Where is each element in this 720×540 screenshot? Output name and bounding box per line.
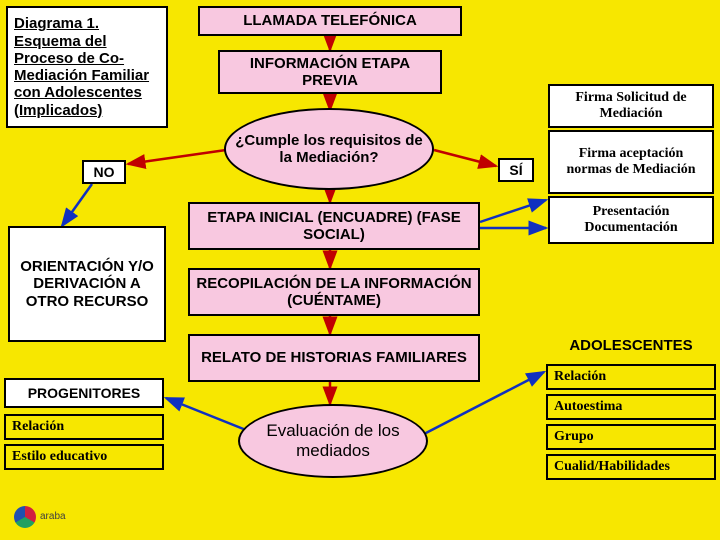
node-n1: LLAMADA TELEFÓNICA: [198, 6, 462, 36]
node-adol: ADOLESCENTES: [546, 332, 716, 360]
node-prog: PROGENITORES: [4, 378, 164, 408]
node-si-label: SÍ: [509, 162, 522, 178]
node-n5: RELATO DE HISTORIAS FAMILIARES: [188, 334, 480, 382]
node-eval: Evaluación de los mediados: [238, 404, 428, 478]
node-docs: Presentación Documentación: [548, 196, 714, 244]
node-adol_cual: Cualid/Habilidades: [546, 454, 716, 480]
node-n2: INFORMACIÓN ETAPA PREVIA: [218, 50, 442, 94]
logo-mark: araba: [14, 506, 66, 528]
arrow-2: [128, 150, 226, 164]
arrow-4: [62, 184, 92, 226]
node-prog_est: Estilo educativo: [4, 444, 164, 470]
node-n4: RECOPILACIÓN DE LA INFORMACIÓN (CUÉNTAME…: [188, 268, 480, 316]
node-adol_grupo-label: Grupo: [554, 429, 594, 445]
arrow-3: [434, 150, 496, 166]
node-n2-label: INFORMACIÓN ETAPA PREVIA: [226, 55, 434, 90]
node-prog_est-label: Estilo educativo: [12, 449, 107, 465]
node-firma2-label: Firma aceptación normas de Mediación: [556, 146, 706, 178]
node-decision: ¿Cumple los requisitos de la Mediación?: [224, 108, 434, 190]
node-decision-label: ¿Cumple los requisitos de la Mediación?: [232, 132, 426, 167]
node-n3: ETAPA INICIAL (ENCUADRE) (FASE SOCIAL): [188, 202, 480, 250]
node-n4-label: RECOPILACIÓN DE LA INFORMACIÓN (CUÉNTAME…: [196, 275, 472, 310]
node-orient-label: ORIENTACIÓN Y/O DERIVACIÓN A OTRO RECURS…: [16, 258, 158, 310]
node-adol_grupo: Grupo: [546, 424, 716, 450]
node-prog_rel: Relación: [4, 414, 164, 440]
node-eval-label: Evaluación de los mediados: [246, 421, 420, 460]
node-no: NO: [82, 160, 126, 184]
node-prog-label: PROGENITORES: [28, 385, 141, 401]
node-title: Diagrama 1. Esquema del Proceso de Co-Me…: [6, 6, 168, 128]
node-firma1-label: Firma Solicitud de Mediación: [556, 90, 706, 122]
node-adol_cual-label: Cualid/Habilidades: [554, 459, 670, 475]
node-adol_auto-label: Autoestima: [554, 399, 622, 415]
node-title-label: Diagrama 1. Esquema del Proceso de Co-Me…: [14, 15, 166, 119]
arrow-11: [166, 398, 246, 430]
node-orient: ORIENTACIÓN Y/O DERIVACIÓN A OTRO RECURS…: [8, 226, 166, 342]
node-adol_auto: Autoestima: [546, 394, 716, 420]
node-no-label: NO: [94, 164, 115, 180]
node-adol_rel: Relación: [546, 364, 716, 390]
node-n1-label: LLAMADA TELEFÓNICA: [243, 12, 417, 29]
node-si: SÍ: [498, 158, 534, 182]
node-adol-label: ADOLESCENTES: [569, 337, 692, 354]
node-prog_rel-label: Relación: [12, 419, 64, 435]
node-docs-label: Presentación Documentación: [556, 204, 706, 236]
arrow-9: [480, 200, 546, 222]
node-firma2: Firma aceptación normas de Mediación: [548, 130, 714, 194]
node-n3-label: ETAPA INICIAL (ENCUADRE) (FASE SOCIAL): [196, 209, 472, 244]
node-n5-label: RELATO DE HISTORIAS FAMILIARES: [201, 349, 467, 366]
node-adol_rel-label: Relación: [554, 369, 606, 385]
node-firma1: Firma Solicitud de Mediación: [548, 84, 714, 128]
